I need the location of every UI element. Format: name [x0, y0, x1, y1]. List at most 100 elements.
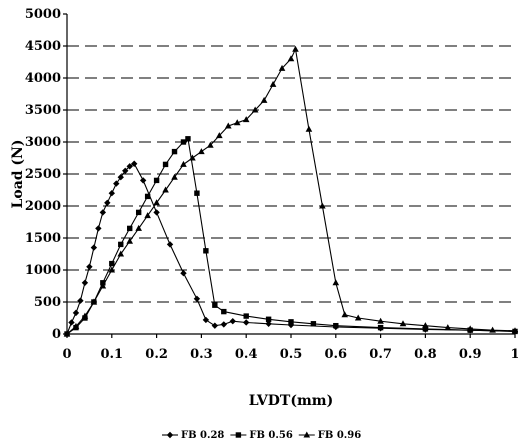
data-point-fb-0-56	[203, 248, 209, 254]
data-point-fb-0-96	[399, 320, 407, 327]
data-point-fb-0-28	[122, 167, 129, 174]
data-point-fb-0-28	[243, 319, 250, 326]
series-fb-0-96	[63, 45, 518, 337]
data-point-fb-0-56	[118, 241, 124, 248]
data-point-fb-0-96	[180, 160, 187, 167]
data-point-fb-0-96	[126, 237, 134, 244]
data-point-fb-0-96	[242, 116, 250, 123]
data-point-fb-0-96	[144, 212, 151, 219]
data-point-fb-0-96	[511, 327, 518, 334]
data-point-fb-0-96	[354, 314, 362, 321]
x-tick-label: 0.5	[280, 347, 303, 362]
data-point-fb-0-56	[310, 321, 317, 327]
grid-lines	[67, 45, 515, 303]
data-point-fb-0-96	[292, 45, 299, 52]
y-tick-label: 2500	[25, 167, 61, 182]
x-tick-label: 0.3	[190, 347, 213, 362]
data-point-fb-0-96	[224, 122, 232, 129]
data-point-fb-0-56	[377, 324, 384, 331]
x-tick-label: 0.9	[459, 347, 482, 362]
data-point-fb-0-96	[162, 186, 169, 193]
data-point-fb-0-28	[113, 180, 120, 187]
x-tick-label: 0	[62, 347, 71, 362]
x-tick-label: 0.6	[324, 347, 347, 362]
data-point-fb-0-28	[77, 297, 84, 304]
data-point-fb-0-56	[212, 302, 218, 308]
data-point-fb-0-96	[171, 173, 178, 180]
legend-label: FB 0.28	[181, 430, 224, 441]
data-point-fb-0-28	[104, 199, 111, 206]
legend-item-fb-0-96: FB 0.96	[298, 430, 361, 441]
legend: FB 0.28 FB 0.56 FB 0.96	[162, 430, 361, 441]
data-point-fb-0-28	[265, 320, 272, 327]
y-tick-label: 4500	[25, 39, 61, 54]
legend-marker-fb-0-28	[166, 431, 174, 439]
data-point-fb-0-28	[139, 177, 147, 184]
data-point-fb-0-28	[211, 322, 219, 329]
legend-label: FB 0.56	[249, 430, 292, 441]
data-point-fb-0-96	[198, 148, 205, 155]
data-point-fb-0-28	[153, 209, 160, 216]
data-point-fb-0-28	[229, 318, 236, 325]
data-point-fb-0-96	[341, 311, 349, 318]
data-point-fb-0-28	[86, 263, 93, 270]
data-point-fb-0-96	[251, 106, 259, 113]
y-tick-label: 2000	[25, 199, 61, 214]
series-line-fb-0-28	[66, 163, 516, 335]
data-point-fb-0-96	[117, 250, 125, 257]
data-point-fb-0-56	[194, 190, 200, 196]
y-tick-label: 1000	[25, 263, 61, 278]
data-point-fb-0-28	[180, 270, 187, 277]
legend-item-fb-0-28: FB 0.28	[162, 430, 224, 441]
data-point-fb-0-28	[95, 225, 102, 232]
data-point-fb-0-56	[221, 308, 227, 315]
y-tick-label: 3500	[25, 103, 61, 118]
data-point-fb-0-96	[99, 282, 107, 289]
data-point-fb-0-56	[422, 326, 429, 332]
y-tick-label: 4000	[25, 71, 61, 86]
data-point-fb-0-56	[127, 225, 133, 232]
data-point-fb-0-28	[220, 321, 227, 328]
data-point-fb-0-56	[109, 260, 115, 267]
data-point-fb-0-28	[68, 319, 75, 326]
data-point-fb-0-96	[377, 317, 384, 324]
data-point-fb-0-96	[319, 202, 326, 209]
data-point-fb-0-96	[90, 298, 98, 305]
data-point-fb-0-96	[466, 325, 474, 332]
x-tick-label: 0.8	[414, 347, 437, 362]
data-point-fb-0-96	[233, 119, 241, 126]
x-tick-label: 0.4	[235, 347, 258, 362]
legend-item-fb-0-56: FB 0.56	[230, 430, 293, 441]
data-point-fb-0-56	[153, 177, 160, 184]
data-point-fb-0-96	[72, 322, 80, 329]
series-line-fb-0-96	[66, 47, 516, 335]
series-layer	[63, 45, 518, 338]
data-point-fb-0-28	[72, 309, 80, 317]
data-point-fb-0-96	[332, 279, 340, 286]
data-point-fb-0-96	[207, 141, 214, 148]
data-point-fb-0-96	[153, 199, 160, 206]
data-point-fb-0-56	[135, 209, 142, 216]
data-point-fb-0-28	[166, 241, 174, 248]
data-point-fb-0-96	[216, 132, 223, 139]
x-tick-label: 1	[510, 347, 518, 362]
y-tick-label: 1500	[25, 231, 61, 246]
data-point-fb-0-56	[288, 319, 294, 325]
data-point-fb-0-96	[444, 324, 452, 331]
x-tick-label: 0.2	[145, 347, 168, 362]
data-point-fb-0-28	[117, 174, 124, 181]
data-point-fb-0-96	[269, 80, 277, 87]
data-point-fb-0-96	[489, 326, 496, 333]
data-point-fb-0-56	[333, 322, 339, 329]
x-tick-label: 0.1	[100, 347, 123, 362]
data-point-fb-0-56	[265, 316, 272, 322]
data-point-fb-0-56	[243, 313, 249, 319]
y-axis-title: Load (N)	[10, 140, 26, 209]
tick-labels: 0 500 1000 1500 2000 2500 3000 3500 4000 4500 5000…	[25, 7, 518, 362]
y-tick-label: 3000	[25, 135, 61, 150]
data-point-fb-0-56	[162, 161, 169, 168]
data-point-fb-0-96	[135, 224, 142, 231]
y-tick-label: 0	[52, 327, 61, 342]
series-fb-0-28	[63, 160, 518, 338]
